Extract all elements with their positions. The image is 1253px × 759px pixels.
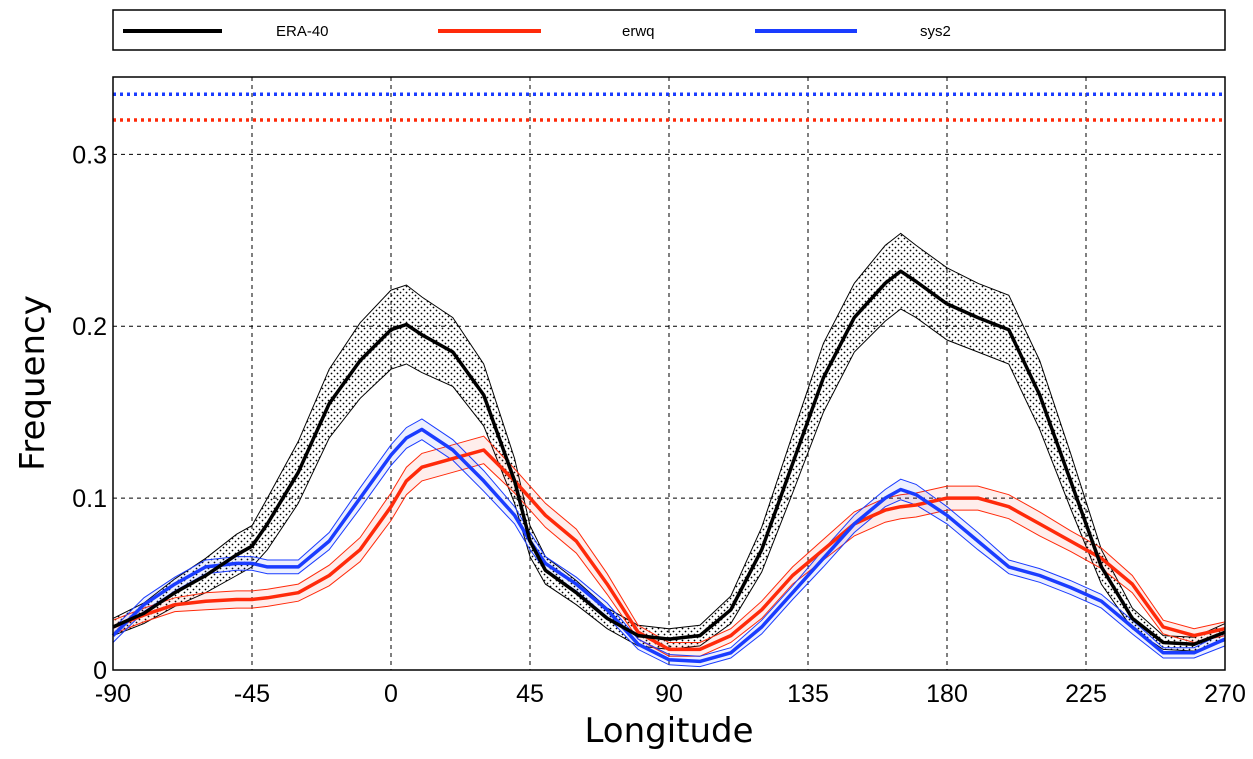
legend-frame	[112, 9, 1226, 51]
x-tick-label: 0	[384, 680, 398, 708]
legend: ERA-40 erwq sys2	[112, 9, 1226, 51]
series-line-erwq	[112, 448, 1226, 652]
series-line-era40	[112, 269, 1226, 646]
y-tick-label: 0.3	[72, 141, 107, 169]
series-line-sys2	[111, 427, 1226, 664]
plot-frame	[112, 76, 1226, 671]
x-tick-label: 180	[926, 680, 968, 708]
legend-label-era40: ERA-40	[276, 23, 329, 40]
y-axis-title: Frequency	[13, 295, 53, 471]
band-erwq	[113, 436, 1225, 657]
y-tick-label: 0.1	[72, 485, 107, 513]
x-tick-label: 45	[516, 680, 544, 708]
x-tick-label: -45	[234, 680, 270, 708]
x-tick-label: 225	[1065, 680, 1107, 708]
legend-label-sys2: sys2	[920, 23, 951, 40]
legend-label-erwq: erwq	[622, 23, 655, 40]
band-edge-lower-sys2	[112, 439, 1226, 668]
band-era40	[113, 233, 1225, 652]
y-tick-labels: 0 0.1 0.2 0.3	[72, 141, 107, 685]
x-axis-title: Longitude	[584, 711, 753, 751]
x-tick-label: -90	[95, 680, 131, 708]
y-tick-label: 0	[93, 657, 107, 685]
series-lines	[111, 269, 1226, 664]
reference-level-lines	[113, 92, 1225, 122]
grid	[113, 77, 1225, 670]
x-tick-label: 90	[655, 680, 683, 708]
band-edge-upper-erwq	[112, 435, 1226, 643]
y-tick-label: 0.2	[72, 313, 107, 341]
band-edge-upper-sys2	[112, 418, 1226, 657]
x-tick-labels: -90 -45 0 45 90 135 180 225 270	[95, 680, 1246, 708]
x-tick-label: 270	[1204, 680, 1246, 708]
x-tick-label: 135	[787, 680, 829, 708]
